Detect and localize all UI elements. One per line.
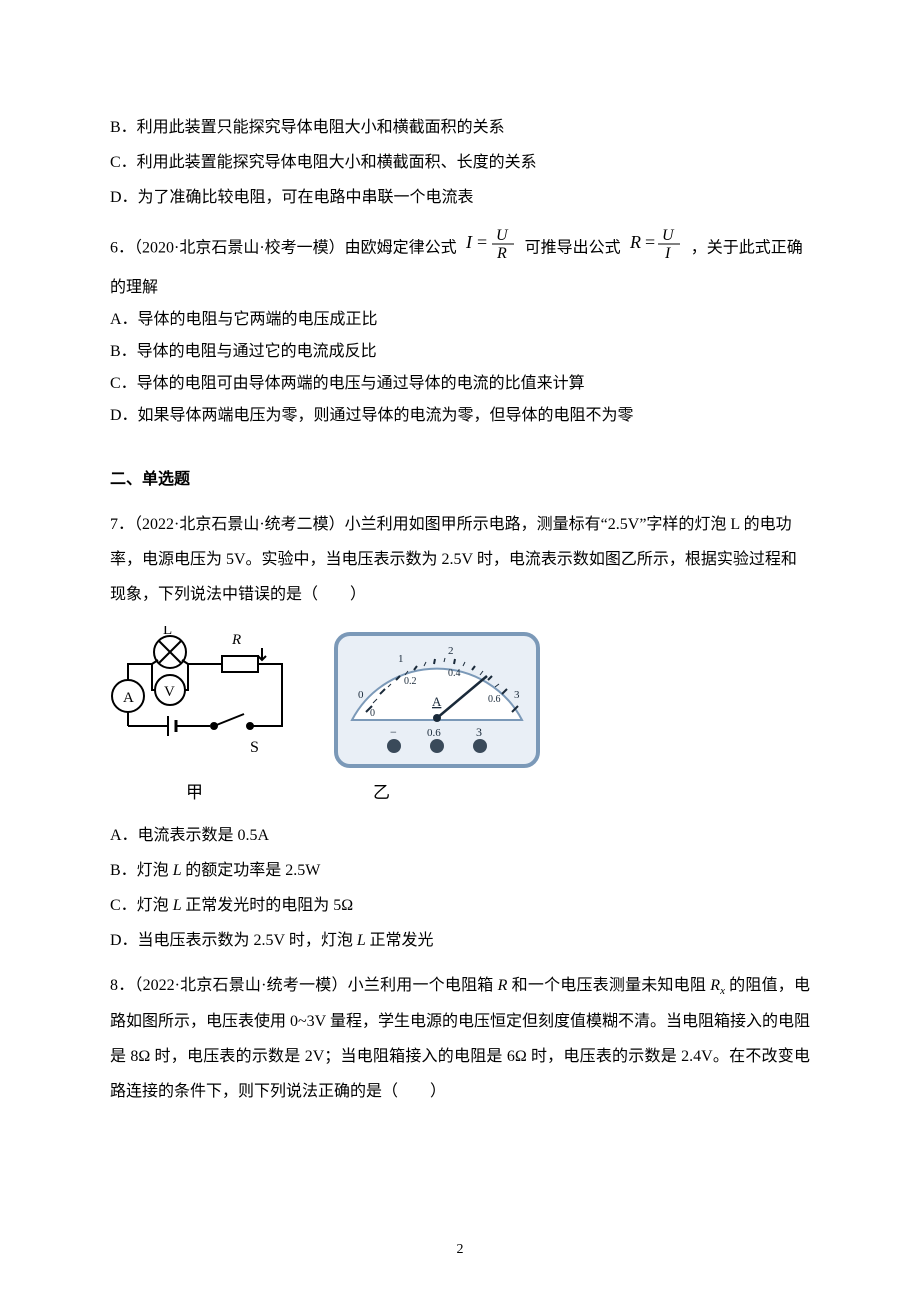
q7-fig-labels: 甲 乙 xyxy=(186,774,810,811)
q7-opt-b-L: L xyxy=(169,862,186,879)
fig-label-jia: 甲 xyxy=(186,774,203,811)
q7-opt-b: B．灯泡 L 的额定功率是 2.5W xyxy=(110,853,810,888)
q6-opt-a: A．导体的电阻与它两端的电压成正比 xyxy=(110,304,810,336)
q6-lead-1: 6．（2020·北京石景山·校考一模）由欧姆定律公式 xyxy=(110,239,457,256)
q7-opt-c-2: 正常发光时的电阻为 5Ω xyxy=(185,897,353,914)
q8-Rx-sub: x xyxy=(720,986,725,998)
formula-r-eq-u-over-i: R = U I xyxy=(628,226,684,272)
section-2-heading: 二、单选题 xyxy=(110,462,810,497)
q7-lead-text: 7．（2022·北京石景山·统考二模）小兰利用如图甲所示电路，测量标有“2.5V… xyxy=(110,516,797,603)
circuit-jia: A V L R S xyxy=(110,626,300,766)
q8-lead: 8．（2022·北京石景山·统考一模）小兰利用一个电阻箱 R 和一个电压表测量未… xyxy=(110,968,810,1109)
q5-opt-d: D．为了准确比较电阻，可在电路中串联一个电流表 xyxy=(110,180,810,215)
q7-opt-c-L: L xyxy=(169,897,186,914)
q7-opt-c-1: C．灯泡 xyxy=(110,897,169,914)
scale-top-1: 1 xyxy=(398,653,404,665)
q6-opt-c: C．导体的电阻可由导体两端的电压与通过导体的电流的比值来计算 xyxy=(110,368,810,400)
formula-R: R xyxy=(496,245,507,260)
q8-Rx-R: R xyxy=(706,977,720,994)
q8-R: R xyxy=(493,977,511,994)
formula-I: I xyxy=(465,232,473,252)
scale-top-2: 2 xyxy=(448,645,454,657)
scale-bot-04: 0.4 xyxy=(448,668,461,679)
q7-opt-d-L: L xyxy=(353,932,370,949)
q7-opt-d-1: D．当电压表示数为 2.5V 时，灯泡 xyxy=(110,932,353,949)
formula2-I: I xyxy=(664,245,671,260)
q8-lead-1: 8．（2022·北京石景山·统考一模）小兰利用一个电阻箱 xyxy=(110,977,493,994)
formula2-eq: = xyxy=(645,232,655,252)
formula-i-eq-u-over-r: I = U R xyxy=(464,226,518,272)
q6-opt-b: B．导体的电阻与通过它的电流成反比 xyxy=(110,336,810,368)
q8-Rx: Rx xyxy=(706,977,729,994)
q7-opt-b-1: B．灯泡 xyxy=(110,862,169,879)
fig-label-yi: 乙 xyxy=(373,774,390,811)
terminal-3: 3 xyxy=(476,725,482,739)
page-number: 2 xyxy=(457,1235,464,1266)
formula2-R: R xyxy=(629,232,641,252)
formula2-U: U xyxy=(662,227,675,244)
rheostat-R-label: R xyxy=(231,632,241,648)
q7-figures: A V L R S xyxy=(110,626,810,776)
q7-opt-b-2: 的额定功率是 2.5W xyxy=(185,862,320,879)
formula-eq: = xyxy=(477,232,487,252)
ammeter-unit: A xyxy=(432,694,442,709)
q6-lead-2: 可推导出公式 xyxy=(525,239,621,256)
scale-bot-02: 0.2 xyxy=(404,676,417,687)
terminal-06: 0.6 xyxy=(427,727,441,739)
q6-lead: 6．（2020·北京石景山·校考一模）由欧姆定律公式 I = U R 可推导出公… xyxy=(110,226,810,304)
q6-opt-d: D．如果导体两端电压为零，则通过导体的电流为零，但导体的电阻不为零 xyxy=(110,400,810,432)
q7-opt-c: C．灯泡 L 正常发光时的电阻为 5Ω xyxy=(110,888,810,923)
ammeter-yi: 0 1 2 3 0 0.2 0.4 0.6 A − 0.6 3 xyxy=(332,626,542,776)
scale-top-0: 0 xyxy=(358,689,364,701)
bulb-L-label: L xyxy=(163,626,172,638)
scale-bot-06: 0.6 xyxy=(488,694,501,705)
q7-opt-a: A．电流表示数是 0.5A xyxy=(110,818,810,853)
ammeter-A-label: A xyxy=(123,690,134,706)
q8-lead-2: 和一个电压表测量未知电阻 xyxy=(512,977,706,994)
q6-block: 6．（2020·北京石景山·校考一模）由欧姆定律公式 I = U R 可推导出公… xyxy=(110,226,810,432)
q7-opt-d: D．当电压表示数为 2.5V 时，灯泡 L 正常发光 xyxy=(110,923,810,958)
scale-top-3: 3 xyxy=(514,689,520,701)
q5-opt-b: B．利用此装置只能探究导体电阻大小和横截面积的关系 xyxy=(110,110,810,145)
q7-opt-d-2: 正常发光 xyxy=(369,932,433,949)
terminal-minus: − xyxy=(390,725,397,739)
scale-bot-0: 0 xyxy=(370,708,375,719)
voltmeter-V-label: V xyxy=(164,684,175,700)
switch-S-label: S xyxy=(250,739,259,756)
formula-U: U xyxy=(496,227,509,244)
q7-lead: 7．（2022·北京石景山·统考二模）小兰利用如图甲所示电路，测量标有“2.5V… xyxy=(110,507,810,613)
q8-lead-3: 的阻值，电路如图所示，电压表使用 0~3V 量程，学生电源的电压恒定但刻度值模糊… xyxy=(110,977,810,1100)
q5-opt-c: C．利用此装置能探究导体电阻大小和横截面积、长度的关系 xyxy=(110,145,810,180)
